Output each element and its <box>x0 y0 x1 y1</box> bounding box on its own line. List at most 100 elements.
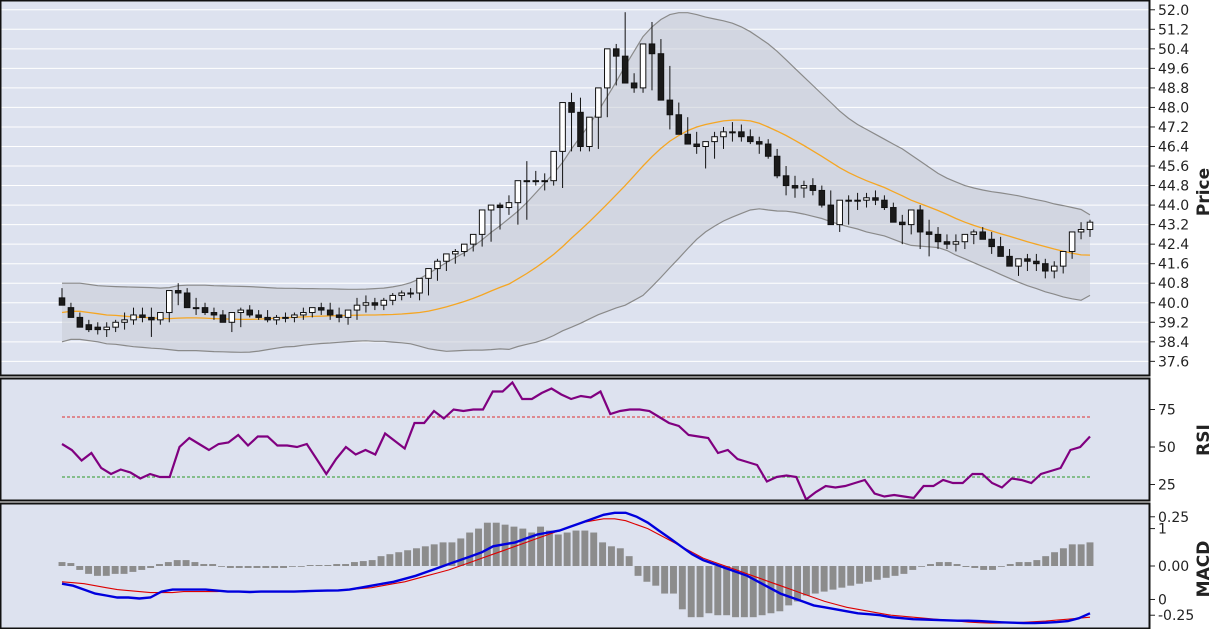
candle-body <box>559 102 566 152</box>
candle-body <box>210 312 218 316</box>
candle-body <box>183 292 191 309</box>
bollinger-band-fill <box>62 12 1090 353</box>
candle-body <box>899 221 906 226</box>
candle-body <box>586 116 593 147</box>
macd-histogram-bar <box>1042 556 1050 566</box>
macd-histogram-bar <box>802 566 810 596</box>
price-axis-label: Price <box>1194 168 1214 216</box>
macd-histogram-bar <box>1068 544 1076 566</box>
candle-body <box>237 309 245 314</box>
macd-histogram-bar <box>271 566 279 568</box>
candle-body <box>58 297 66 306</box>
candle-body <box>568 102 575 113</box>
macd-histogram-bar <box>173 560 181 566</box>
macd-histogram-bar <box>368 560 376 566</box>
price-tick-label: 41.6 <box>1158 257 1189 273</box>
candle-body <box>854 199 861 202</box>
macd-histogram-bar <box>740 566 748 618</box>
candle-body <box>1006 255 1013 267</box>
macd-histogram-bar <box>927 564 934 566</box>
candle-body <box>76 316 84 328</box>
candle-body <box>791 185 799 189</box>
candle-body <box>94 326 102 331</box>
price-tick-label: 52.0 <box>1158 3 1189 19</box>
macd-histogram-bar <box>687 566 695 618</box>
macd-histogram-bar <box>182 560 190 566</box>
candle-body <box>1077 229 1085 233</box>
candle-body <box>782 175 790 187</box>
macd-histogram-bar <box>820 566 828 592</box>
candle-body <box>595 87 602 118</box>
candle-body <box>291 314 298 318</box>
candle-body <box>452 250 459 255</box>
macd-histogram-bar <box>1006 564 1014 566</box>
candle-body <box>219 314 227 323</box>
macd-histogram-bar <box>1033 560 1041 566</box>
candle-body <box>720 131 727 138</box>
macd-histogram-bar <box>288 566 296 567</box>
macd-histogram-bar <box>545 530 553 566</box>
macd-histogram-bar <box>838 566 846 588</box>
macd-histogram-bar <box>226 566 234 568</box>
candle-body <box>550 150 557 182</box>
candle-body <box>487 204 495 211</box>
macd-histogram-bar <box>386 554 394 566</box>
macd-histogram-bar <box>997 566 1005 567</box>
macd-histogram-bar <box>129 566 137 572</box>
macd-histogram-bar <box>492 522 500 566</box>
macd-histogram-bar <box>732 566 739 618</box>
price-tick-label: 38.4 <box>1158 335 1189 351</box>
macd-histogram-bar <box>377 556 385 566</box>
macd-histogram-bar <box>829 566 837 590</box>
candle-body <box>309 307 316 314</box>
candle-body <box>729 131 736 134</box>
macd-histogram-bar <box>350 562 358 566</box>
macd-histogram-bar <box>253 566 261 568</box>
candle-body <box>818 189 826 206</box>
macd-histogram-bar <box>661 566 669 594</box>
rsi-panel: 25 50 75 <box>0 377 1176 502</box>
candle-body <box>300 312 307 316</box>
macd-histogram-bar <box>891 566 899 576</box>
candle-body <box>979 231 987 240</box>
candle-body <box>997 246 1004 257</box>
macd-histogram-bar <box>58 562 66 566</box>
rsi-tick-label: 25 <box>1158 478 1176 494</box>
macd-histogram-bar <box>554 534 562 566</box>
candle-body <box>317 307 325 311</box>
price-tick-label: 37.6 <box>1158 354 1189 370</box>
candle-body <box>165 290 173 314</box>
candle-body <box>389 294 397 301</box>
macd-histogram-bar <box>1086 542 1094 566</box>
macd-histogram-bar <box>147 566 155 568</box>
price-tick-label: 39.2 <box>1158 315 1189 331</box>
rsi-axis-label: RSI <box>1194 424 1214 456</box>
candle-body <box>755 141 763 145</box>
macd-histogram-bar <box>1051 552 1059 566</box>
macd-histogram-bar <box>218 566 225 567</box>
candle-body <box>380 299 388 306</box>
candle-body <box>1024 258 1031 262</box>
candle-body <box>273 316 280 321</box>
macd-histogram-bar <box>102 566 110 576</box>
macd-histogram-bar <box>785 566 793 606</box>
candle-body <box>764 143 772 157</box>
candle-body <box>434 260 441 270</box>
macd-histogram-bar <box>758 566 766 616</box>
candle-body <box>371 302 379 306</box>
candle-body <box>469 233 477 245</box>
candle-body <box>970 231 978 235</box>
macd-histogram-bar <box>76 566 84 570</box>
macd-histogram-bar <box>1015 562 1023 566</box>
candle-body <box>344 309 352 318</box>
macd-histogram-bar <box>625 556 633 566</box>
candle-body <box>282 316 289 319</box>
candle-body <box>863 197 870 201</box>
candle-body <box>890 207 897 223</box>
macd-histogram-bar <box>315 565 323 566</box>
macd-histogram-bar <box>980 566 988 570</box>
candle-body <box>747 136 754 143</box>
macd-tick-label: 0.00 <box>1158 559 1189 575</box>
